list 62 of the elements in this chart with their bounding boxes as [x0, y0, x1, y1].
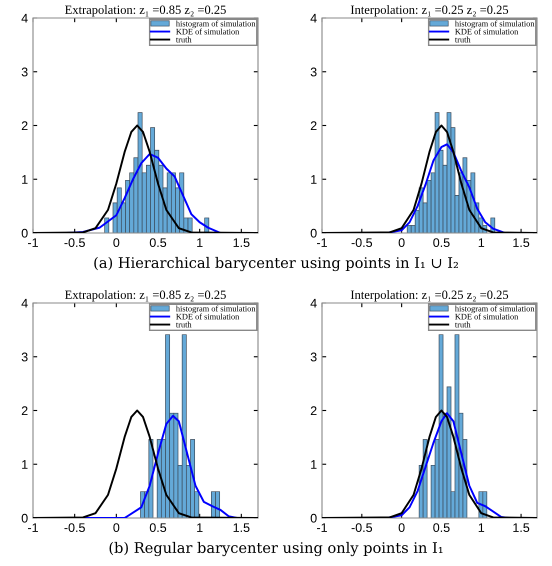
- y-tick-label: 4: [310, 298, 317, 308]
- chart-title: Interpolation: z₁ =0.25 z₂ =0.25: [350, 5, 508, 16]
- x-tick-label: -0.5: [352, 238, 372, 248]
- x-tick-label: 0.5: [433, 238, 450, 248]
- x-tick-label: 1.5: [513, 523, 530, 532]
- legend-label: truth: [176, 322, 192, 328]
- x-tick-label: -1: [28, 238, 38, 247]
- y-tick-label: 4: [21, 14, 28, 23]
- y-tick-label: 1: [311, 175, 317, 184]
- y-tick-label: 0: [310, 514, 317, 523]
- y-tick-label: 2: [22, 406, 28, 416]
- x-tick-label: 0: [398, 523, 405, 532]
- y-tick-label: 2: [310, 121, 317, 130]
- x-tick-label: 0.5: [433, 523, 450, 532]
- legend-label: KDE of simulation: [455, 313, 518, 320]
- chart-title: Extrapolation: z₁ =0.85 z₂ =0.25: [65, 5, 226, 16]
- legend-label: KDE of simulation: [176, 313, 240, 320]
- legend-label: KDE of simulation: [176, 28, 240, 34]
- y-tick-label: 2: [310, 406, 317, 416]
- y-tick-label: 0: [22, 228, 28, 238]
- legend-label: truth: [454, 322, 471, 328]
- x-tick-label: -1: [317, 238, 327, 247]
- y-tick-label: 3: [22, 68, 28, 76]
- x-tick-label: -0.5: [352, 523, 372, 532]
- x-tick-label: -0.5: [64, 523, 85, 532]
- legend-label: truth: [454, 36, 471, 42]
- y-tick-label: 4: [21, 298, 28, 308]
- x-tick-label: 0.5: [150, 238, 166, 248]
- y-tick-label: 1: [22, 460, 28, 469]
- y-tick-label: 1: [311, 460, 317, 469]
- x-tick-label: 1.5: [513, 238, 530, 248]
- x-tick-label: -0.5: [64, 238, 85, 248]
- legend-label: KDE of simulation: [455, 28, 518, 34]
- y-tick-label: 3: [22, 352, 28, 362]
- legend-label: histogram of simulation: [176, 306, 256, 314]
- y-tick-label: 1: [22, 175, 28, 184]
- x-tick-label: 1: [197, 238, 203, 247]
- x-tick-label: 1: [197, 523, 203, 532]
- y-tick-label: 4: [310, 14, 317, 23]
- text: (a) Hierarchical barycenter using points in I₁ ∪ I₂: [94, 256, 458, 272]
- text: (b) Regular barycenter using only points in I₁: [110, 542, 442, 556]
- y-tick-label: 3: [310, 68, 317, 76]
- x-tick-label: 0: [398, 238, 405, 248]
- chart-title: Extrapolation: z₁ =0.85 z₂ =0.25: [65, 290, 226, 302]
- x-tick-label: 0: [113, 523, 120, 532]
- legend-label: truth: [176, 36, 192, 42]
- legend-label: histogram of simulation: [176, 20, 256, 28]
- x-tick-label: 0.5: [150, 523, 166, 532]
- y-tick-label: 0: [310, 228, 317, 238]
- x-tick-label: 1.5: [234, 523, 250, 532]
- x-tick-label: 0: [113, 238, 120, 248]
- legend-label: histogram of simulation: [454, 20, 534, 28]
- chart-title: Interpolation: z₁ =0.25 z₂ =0.25: [350, 290, 508, 302]
- y-tick-label: 2: [22, 121, 28, 130]
- y-tick-label: 3: [310, 352, 317, 362]
- y-tick-label: 0: [22, 514, 28, 523]
- x-tick-label: 1.5: [234, 238, 250, 248]
- x-tick-label: 1: [478, 238, 484, 247]
- x-tick-label: -1: [28, 523, 38, 532]
- x-tick-label: -1: [317, 523, 327, 532]
- legend-label: histogram of simulation: [454, 306, 534, 314]
- x-tick-label: 1: [478, 523, 484, 532]
